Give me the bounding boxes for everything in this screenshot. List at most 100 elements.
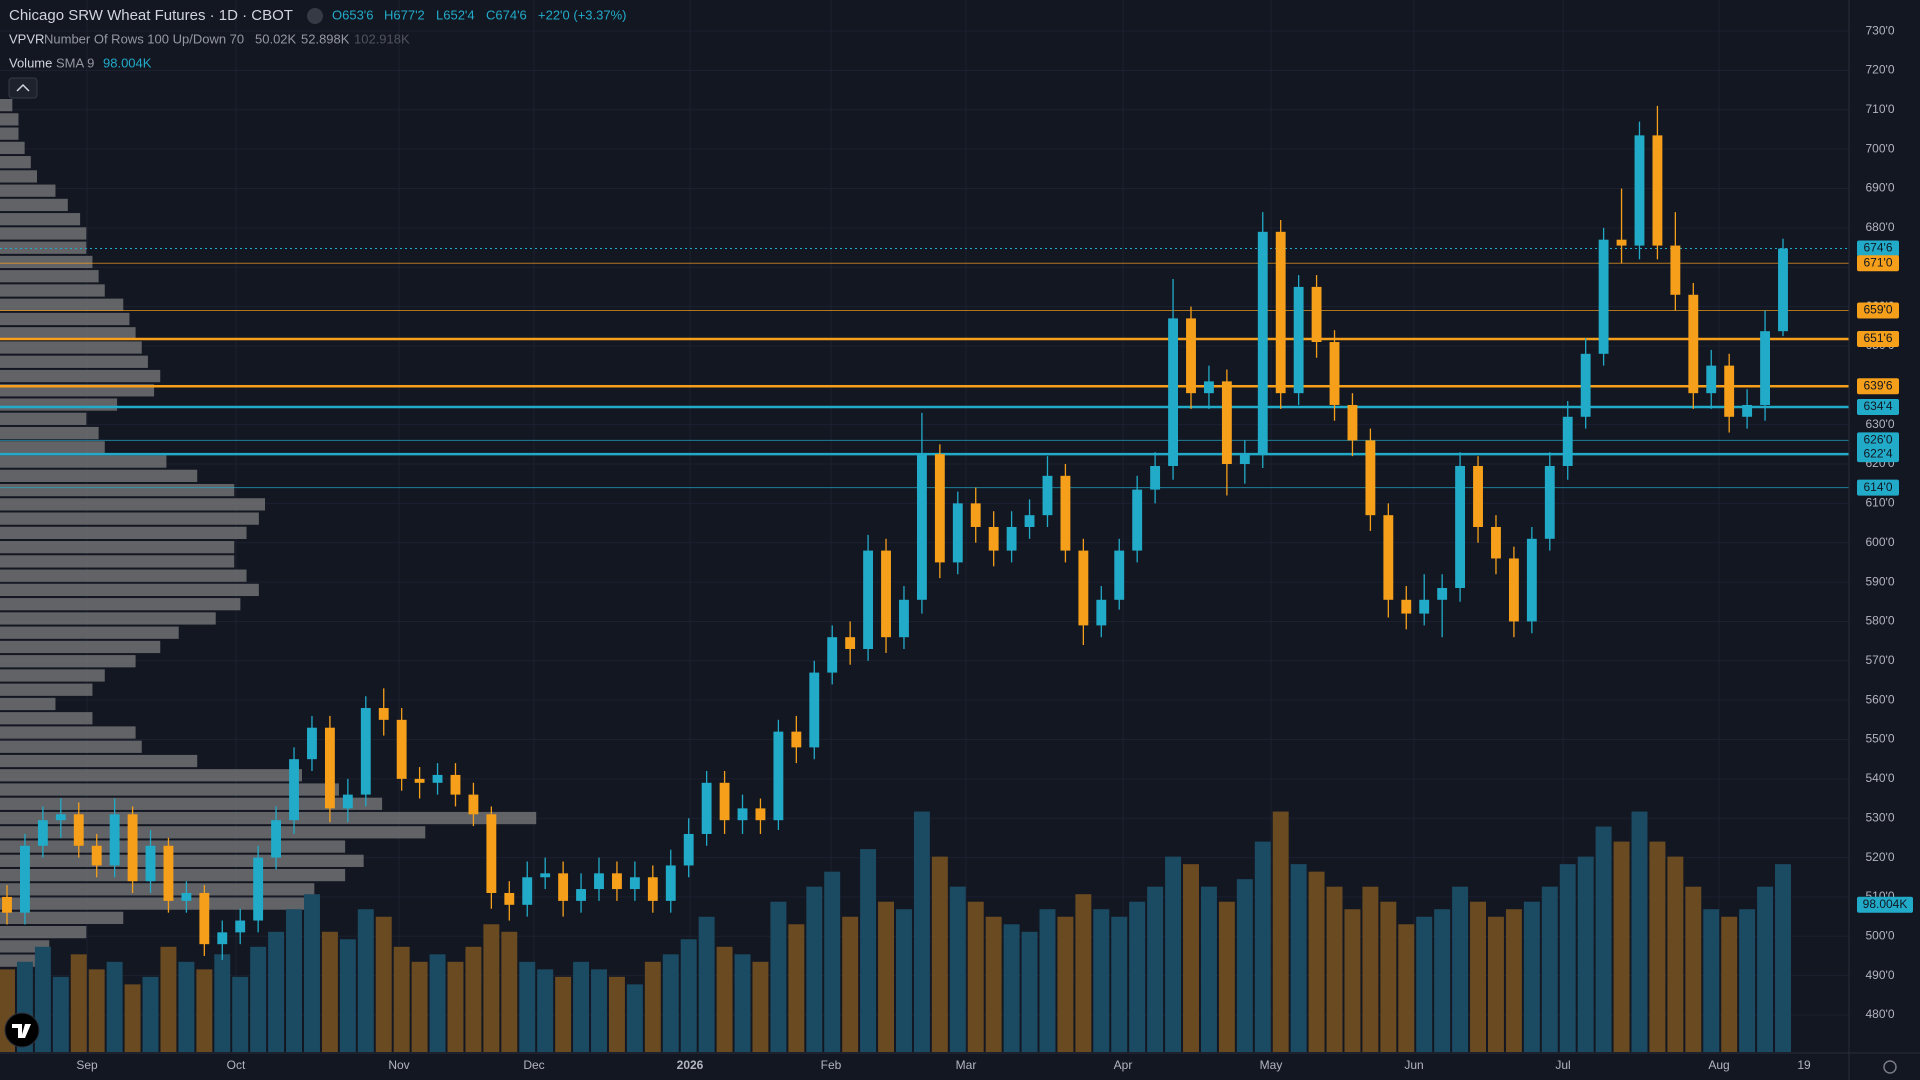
low: L652'4 (436, 7, 475, 22)
candle-body (773, 731, 784, 821)
candle-body (217, 932, 228, 945)
profile-row (0, 640, 161, 654)
profile-row (0, 412, 87, 425)
vpvr-settings: Number Of Rows 100 Up/Down 70 (44, 31, 244, 46)
profile-row (0, 284, 105, 297)
profile-row (0, 170, 37, 183)
profile-row (0, 455, 167, 468)
candle-body (450, 774, 461, 795)
volume-bar (1398, 924, 1415, 1052)
candle-body (1096, 599, 1107, 626)
candle-body (612, 873, 622, 890)
candle-body (1150, 465, 1161, 490)
volume-bar (1721, 916, 1738, 1052)
candle-body (1221, 381, 1232, 465)
level-label-box (1857, 240, 1899, 257)
candle-body (1455, 465, 1466, 588)
candle-body (342, 794, 353, 809)
volume-bar (644, 961, 661, 1052)
candle-body (1473, 465, 1483, 527)
volume-bar (1488, 916, 1504, 1052)
candle-body (701, 782, 712, 834)
high: H677'2 (384, 7, 425, 22)
candle-body (1204, 381, 1214, 394)
volume-bar (1559, 864, 1576, 1052)
candle-body (127, 814, 138, 882)
candle-body (1508, 558, 1519, 622)
candle-body (1114, 550, 1125, 600)
volume-bar (304, 894, 320, 1052)
candle-body (594, 873, 604, 890)
y-tick-label: 610'0 (1866, 496, 1895, 510)
profile-row (0, 797, 383, 810)
profile-row (0, 469, 198, 482)
settings-icon[interactable] (1883, 1060, 1897, 1074)
volume-bar (1218, 901, 1235, 1052)
volume-bar (1290, 864, 1307, 1052)
y-tick-label: 590'0 (1866, 574, 1895, 588)
candles (2, 105, 1788, 960)
vpvr-down: 52.898K (301, 31, 350, 46)
volume-bar (1111, 916, 1128, 1052)
candle-body (988, 526, 999, 551)
candle-body (504, 892, 515, 905)
candle-body (576, 889, 586, 901)
volume-bar (716, 946, 733, 1052)
volume-bar (680, 939, 697, 1052)
candle-body (163, 845, 174, 901)
candle-body (1778, 248, 1788, 332)
level-label-box (1857, 378, 1899, 395)
volume-bar (573, 961, 590, 1052)
candle-body (1401, 599, 1412, 614)
profile-row (0, 783, 339, 796)
profile-row (0, 583, 259, 597)
candle-body (235, 920, 246, 933)
candle-body (91, 845, 102, 866)
y-tick-label: 530'0 (1866, 810, 1895, 824)
profile-row (0, 769, 303, 782)
candle-body (629, 877, 640, 890)
volume-bar (967, 901, 984, 1052)
candle-body (1042, 475, 1053, 516)
collapse-icon[interactable] (307, 8, 323, 24)
profile-row (0, 270, 99, 283)
candle-body (1186, 318, 1196, 394)
profile-row (0, 626, 179, 639)
candle-body (55, 814, 66, 821)
gear[interactable] (1883, 1060, 1897, 1074)
x-tick-label: Oct (227, 1058, 246, 1072)
candle-body (307, 727, 317, 760)
volume-bar (160, 946, 177, 1052)
x-tick-label: 19 (1797, 1058, 1811, 1072)
profile-row (0, 826, 426, 839)
candle-body (360, 708, 371, 795)
collapse-button[interactable] (8, 77, 38, 99)
volume-bar (734, 954, 751, 1052)
profile-row (0, 355, 148, 368)
x-tick-label: Aug (1708, 1058, 1729, 1072)
close: C674'6 (486, 7, 527, 22)
volume-bar (1649, 841, 1666, 1052)
volume-bar (1703, 909, 1720, 1052)
y-tick-label: 700'0 (1866, 141, 1895, 155)
candle-body (952, 503, 963, 563)
candle-body (1706, 365, 1717, 394)
y-tick-label: 710'0 (1866, 102, 1895, 116)
volume-bar (1541, 886, 1558, 1052)
candle-body (1544, 465, 1555, 539)
logo-mark (12, 1024, 31, 1038)
volume-bar (232, 976, 249, 1052)
x-tick-label: 2026 (677, 1058, 704, 1072)
volume-label-box (1857, 896, 1913, 913)
candle-body (289, 759, 299, 821)
y-tick-label: 730'0 (1866, 23, 1895, 37)
candle-body (73, 814, 84, 846)
profile-row (0, 398, 118, 411)
volume-sma: 98.004K (103, 55, 152, 70)
vpvr-total: 102.918K (354, 31, 410, 46)
volume-bar (1452, 886, 1469, 1052)
candle-body (809, 672, 820, 748)
volume-bar (178, 961, 195, 1052)
candle-body (522, 877, 533, 905)
